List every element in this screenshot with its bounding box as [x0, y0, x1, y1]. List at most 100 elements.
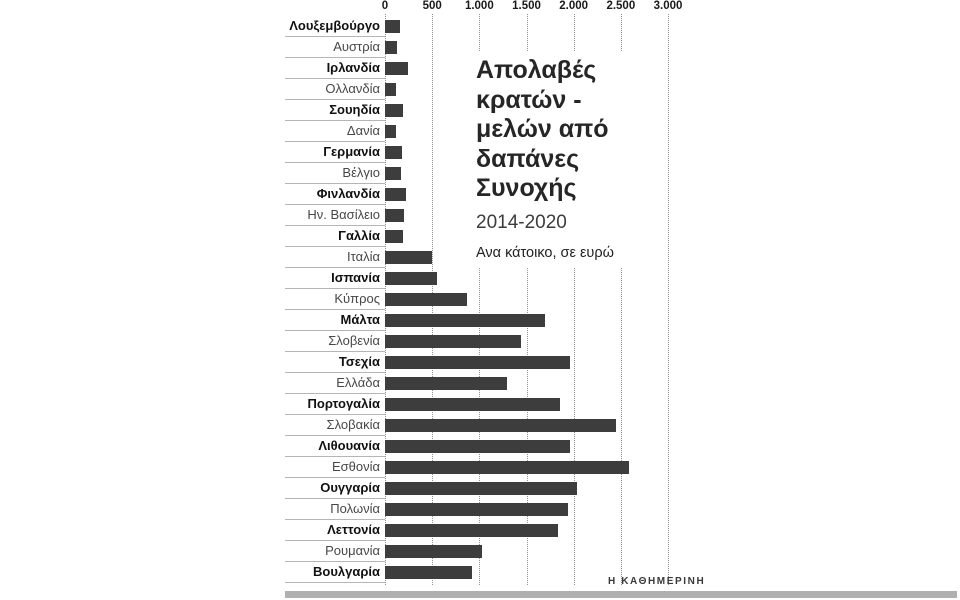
value-bar — [385, 314, 546, 327]
chart-row: Δανία — [0, 121, 960, 142]
country-label: Ρουμανία — [285, 541, 385, 562]
country-label: Ελλάδα — [285, 373, 385, 394]
x-tick-label: 2.000 — [559, 0, 589, 12]
value-bar — [385, 566, 472, 579]
value-bar — [385, 482, 578, 495]
country-label: Σλοβακία — [285, 415, 385, 436]
value-bar — [385, 419, 617, 432]
country-label: Μάλτα — [285, 310, 385, 331]
value-bar — [385, 524, 558, 537]
chart-row: Ισπανία — [0, 268, 960, 289]
value-bar — [385, 377, 507, 390]
value-bar — [385, 188, 406, 201]
chart-row: Ιρλανδία — [0, 58, 960, 79]
value-bar — [385, 503, 568, 516]
chart-row: Γαλλία — [0, 226, 960, 247]
country-label: Γερμανία — [285, 142, 385, 163]
chart-row: Κύπρος — [0, 289, 960, 310]
value-bar — [385, 125, 396, 138]
value-bar — [385, 335, 521, 348]
value-bar — [385, 146, 402, 159]
chart-row: Ουγγαρία — [0, 478, 960, 499]
gridline — [479, 14, 481, 585]
chart-row: Πολωνία — [0, 499, 960, 520]
chart-row: Ιταλία — [0, 247, 960, 268]
value-bar — [385, 41, 397, 54]
value-bar — [385, 104, 403, 117]
value-bar — [385, 209, 404, 222]
x-tick-label: 0 — [381, 0, 389, 12]
chart-row: Πορτογαλία — [0, 394, 960, 415]
chart-period: 2014-2020 — [476, 211, 567, 233]
country-label: Λεττονία — [285, 520, 385, 541]
chart-row: Σλοβακία — [0, 415, 960, 436]
bottom-rule — [285, 591, 957, 598]
chart-unit-label: Ανα κάτοικο, σε ευρώ — [476, 244, 614, 261]
chart-row: Βέλγιο — [0, 163, 960, 184]
chart-row: Ελλάδα — [0, 373, 960, 394]
value-bar — [385, 356, 570, 369]
country-label: Πορτογαλία — [285, 394, 385, 415]
chart-row: Αυστρία — [0, 37, 960, 58]
country-label: Ολλανδία — [285, 79, 385, 100]
value-bar — [385, 272, 437, 285]
chart-row: Λεττονία — [0, 520, 960, 541]
publisher-name: Η ΚΑΘΗΜΕΡΙΝΗ — [608, 576, 706, 587]
gridline — [573, 14, 575, 585]
country-label: Εσθονία — [285, 457, 385, 478]
chart-row: Βουλγαρία — [0, 562, 960, 583]
country-label: Τσεχία — [285, 352, 385, 373]
chart-row: Ην. Βασίλειο — [0, 205, 960, 226]
country-label: Ην. Βασίλειο — [285, 205, 385, 226]
x-tick-label: 3.000 — [653, 0, 683, 12]
value-bar — [385, 545, 483, 558]
country-label: Κύπρος — [285, 289, 385, 310]
country-label: Ιρλανδία — [285, 58, 385, 79]
x-tick-label: 2.500 — [606, 0, 636, 12]
chart-row: Ολλανδία — [0, 79, 960, 100]
country-label: Βέλγιο — [285, 163, 385, 184]
country-label: Αυστρία — [285, 37, 385, 58]
value-bar — [385, 62, 409, 75]
value-bar — [385, 251, 433, 264]
value-bar — [385, 167, 402, 180]
value-bar — [385, 83, 396, 96]
chart-row: Λιθουανία — [0, 436, 960, 457]
chart-title: Απολαβές κρατών - μελών από δαπάνες Συνο… — [476, 56, 609, 202]
gridline — [668, 14, 669, 585]
value-bar — [385, 230, 403, 243]
x-tick-label: 1.500 — [512, 0, 541, 12]
title-block: Απολαβές κρατών - μελών από δαπάνες Συνο… — [470, 52, 646, 267]
value-bar — [385, 293, 468, 306]
country-label: Λουξεμβούργο — [285, 16, 385, 37]
country-label: Πολωνία — [285, 499, 385, 520]
chart-row: Τσεχία — [0, 352, 960, 373]
country-label: Γαλλία — [285, 226, 385, 247]
country-label: Βουλγαρία — [285, 562, 385, 583]
chart-row: Λουξεμβούργο — [0, 16, 960, 37]
country-label: Σουηδία — [285, 100, 385, 121]
chart-row: Γερμανία — [0, 142, 960, 163]
chart-row: Σλοβενία — [0, 331, 960, 352]
gridline — [620, 14, 622, 585]
country-label: Φινλανδία — [285, 184, 385, 205]
gridline — [526, 14, 528, 585]
x-tick-label: 1.000 — [464, 0, 494, 12]
country-label: Ισπανία — [285, 268, 385, 289]
value-bar — [385, 20, 401, 33]
chart-row: Φινλανδία — [0, 184, 960, 205]
value-bar — [385, 440, 570, 453]
chart-row: Εσθονία — [0, 457, 960, 478]
chart-row: Ρουμανία — [0, 541, 960, 562]
x-tick-label: 500 — [422, 0, 442, 12]
country-label: Δανία — [285, 121, 385, 142]
chart-row: Σουηδία — [0, 100, 960, 121]
value-bar — [385, 461, 630, 474]
country-label: Λιθουανία — [285, 436, 385, 457]
chart-row: Μάλτα — [0, 310, 960, 331]
country-label: Ιταλία — [285, 247, 385, 268]
value-bar — [385, 398, 560, 411]
country-label: Σλοβενία — [285, 331, 385, 352]
country-label: Ουγγαρία — [285, 478, 385, 499]
